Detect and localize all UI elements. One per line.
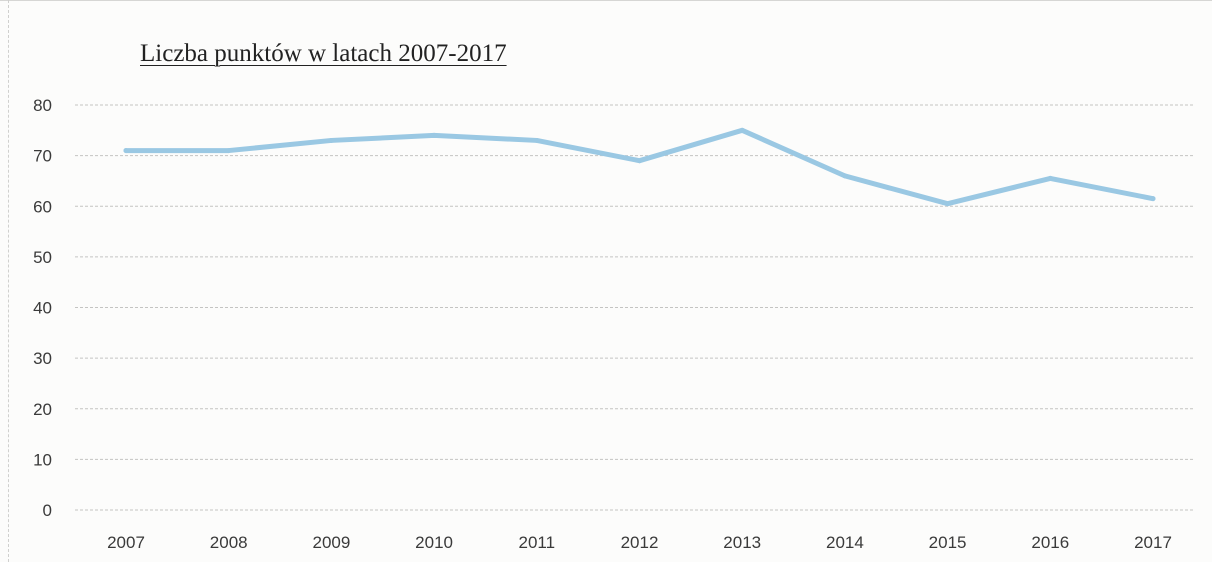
chart-title: Liczba punktów w latach 2007-2017 xyxy=(140,40,507,67)
data-point xyxy=(1150,196,1156,202)
x-tick-label: 2017 xyxy=(1134,533,1172,552)
x-tick-label: 2014 xyxy=(826,533,864,552)
y-tick-label: 50 xyxy=(33,248,52,267)
data-point xyxy=(1047,175,1053,181)
frame-left-border xyxy=(8,0,9,562)
y-tick-label: 80 xyxy=(33,96,52,115)
x-axis-ticks: 2007 2008 2009 2010 2011 2012 2013 2014 2015 2016… xyxy=(107,533,1172,552)
x-tick-label: 2009 xyxy=(312,533,350,552)
y-tick-label: 30 xyxy=(33,349,52,368)
x-tick-label: 2013 xyxy=(723,533,761,552)
data-point xyxy=(739,127,745,133)
y-tick-label: 60 xyxy=(33,197,52,216)
data-point xyxy=(637,158,642,164)
y-axis-ticks: 0 10 20 30 40 50 60 70 80 xyxy=(33,96,52,520)
frame-top-border xyxy=(0,0,1212,1)
x-tick-label: 2012 xyxy=(621,533,659,552)
x-tick-label: 2011 xyxy=(519,533,556,552)
series-line-0 xyxy=(123,127,1156,207)
data-point xyxy=(123,148,129,154)
x-tick-label: 2010 xyxy=(415,533,453,552)
data-point xyxy=(534,137,540,143)
y-tick-label: 70 xyxy=(33,147,52,166)
y-tick-label: 0 xyxy=(43,501,52,520)
y-tick-label: 20 xyxy=(33,400,52,419)
data-point xyxy=(226,148,232,154)
x-tick-label: 2015 xyxy=(929,533,967,552)
data-point xyxy=(328,137,334,143)
gridlines xyxy=(75,104,1195,511)
x-tick-label: 2008 xyxy=(210,533,248,552)
x-tick-label: 2007 xyxy=(107,533,145,552)
data-point xyxy=(842,173,848,179)
series-layer xyxy=(123,127,1156,207)
y-tick-label: 10 xyxy=(33,450,52,469)
data-point xyxy=(431,132,437,138)
y-tick-label: 40 xyxy=(33,299,52,318)
x-tick-label: 2016 xyxy=(1031,533,1069,552)
data-point xyxy=(945,201,951,207)
